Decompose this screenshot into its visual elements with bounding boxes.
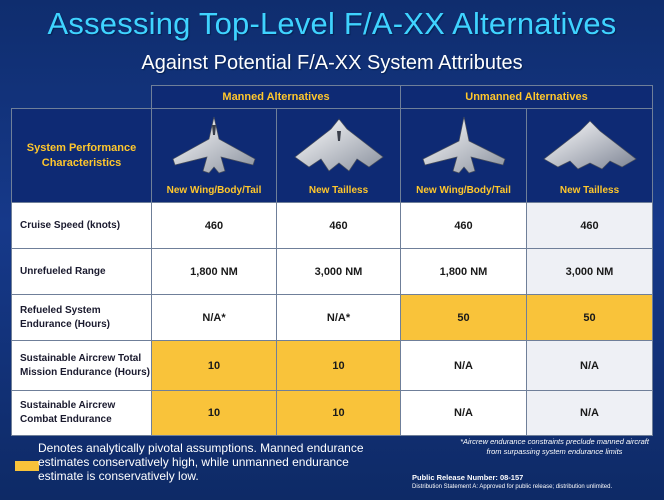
table-cell: 3,000 NM [526,248,653,295]
table-cell: N/A* [151,294,277,341]
unmanned-group-header: Unmanned Alternatives [400,85,653,109]
table-cell: 460 [400,202,527,249]
manned-wing-body-tail-aircraft-icon [172,116,256,174]
table-row: Sustainable Aircrew Combat Endurance 10 … [11,390,653,436]
table-corner [11,85,152,109]
table-cell: 460 [151,202,277,249]
table-row: Sustainable Aircrew Total Mission Endura… [11,340,653,391]
table-cell-highlighted: 50 [526,294,653,341]
table-cell: 460 [526,202,653,249]
column-label: New Tailless [308,185,369,196]
unmanned-wing-body-tail-aircraft-icon [422,116,505,174]
aircrew-footnote: *Aircrew endurance constraints preclude … [460,437,649,456]
distribution-statement: Distribution Statement A: Approved for p… [412,484,613,490]
legend-note: Denotes analytically pivotal assumptions… [38,441,364,483]
row-label: Cruise Speed (knots) [11,202,152,249]
unmanned-tailless-aircraft-icon [542,120,637,170]
table-row: Unrefueled Range 1,800 NM 3,000 NM 1,800… [11,248,653,295]
row-label: Sustainable Aircrew Combat Endurance [11,390,152,436]
highlight-legend-swatch [15,461,39,471]
manned-tailless-aircraft-icon [293,118,384,172]
table-cell-highlighted: 10 [151,340,277,391]
public-release-number: Public Release Number: 08-157 [412,473,524,482]
page-subtitle: Against Potential F/A-XX System Attribut… [141,52,523,74]
system-performance-header: System Performance Characteristics [11,108,152,203]
column-label: New Wing/Body/Tail [416,185,511,196]
table-cell: N/A [400,390,527,436]
table-cell: 460 [276,202,401,249]
column-label: New Wing/Body/Tail [166,185,262,196]
row-label: Unrefueled Range [11,248,152,295]
table-cell-highlighted: 10 [276,340,401,391]
table-cell-highlighted: 50 [400,294,527,341]
column-header-unmanned-tailless: New Tailless [526,108,653,203]
table-cell: N/A [400,340,527,391]
row-label: Refueled System Endurance (Hours) [11,294,152,341]
table-cell: N/A* [276,294,401,341]
column-label: New Tailless [559,185,620,196]
table-row: Refueled System Endurance (Hours) N/A* N… [11,294,653,341]
table-cell: 3,000 NM [276,248,401,295]
table-cell-highlighted: 10 [151,390,277,436]
manned-group-header: Manned Alternatives [151,85,401,109]
column-header-manned-wing-body-tail: New Wing/Body/Tail [151,108,277,203]
alternatives-table: Manned Alternatives Unmanned Alternative… [11,85,653,436]
table-cell: N/A [526,340,653,391]
table-cell: 1,800 NM [151,248,277,295]
column-header-unmanned-wing-body-tail: New Wing/Body/Tail [400,108,527,203]
table-cell: N/A [526,390,653,436]
table-cell: 1,800 NM [400,248,527,295]
row-label: Sustainable Aircrew Total Mission Endura… [11,340,152,391]
table-row: Cruise Speed (knots) 460 460 460 460 [11,202,653,249]
column-header-manned-tailless: New Tailless [276,108,401,203]
page-title: Assessing Top-Level F/A-XX Alternatives [47,6,617,41]
table-cell-highlighted: 10 [276,390,401,436]
